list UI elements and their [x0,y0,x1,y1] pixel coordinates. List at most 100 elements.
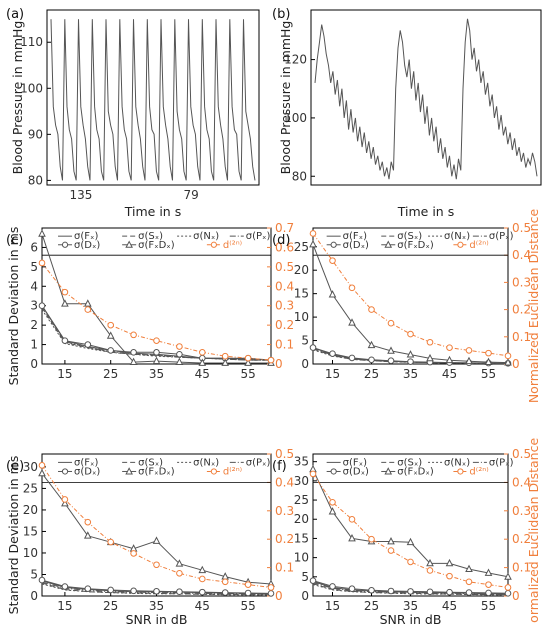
legend-marker [61,241,69,248]
data-point [329,257,336,264]
data-point [199,575,206,583]
series-7 [38,462,275,591]
left-tick-label: 5 [30,567,38,581]
series-line [312,582,509,595]
x-tick-label: 25 [103,599,118,613]
data-point [465,347,473,354]
right-tick-label: 0 [512,589,520,603]
data-point [84,585,92,592]
data-point [199,349,206,356]
data-point [176,569,183,577]
x-tick-label: 25 [364,367,379,381]
legend-entry: σ(Pₓ) [229,457,271,468]
data-point [426,588,434,596]
data-point [84,341,92,348]
data-point [61,498,69,507]
data-point [106,331,115,339]
data-point [61,496,69,503]
data-point [407,558,414,566]
legend-label: σ(Sₓ) [397,231,422,242]
legend-entry: σ(FₓDₓ) [122,466,175,477]
legend-label: σ(FₓDₓ) [397,240,434,251]
legend-label: σ(FₓDₓ) [138,466,175,477]
series-4 [312,582,509,595]
legend-label: σ(Sₓ) [138,231,163,242]
data-point [152,356,161,364]
x-tick-label: 55 [481,367,496,381]
left-tick-label: 15 [294,287,309,301]
series-line [312,584,508,596]
data-point [407,358,414,365]
legend-entry: σ(FₓDₓ) [122,240,175,251]
data-point [175,559,184,567]
y-axis-label: Blood Pressure in mmHg [278,21,293,175]
series-5 [38,576,275,597]
left-tick-label: 20 [294,263,309,277]
legend-entry: d⁽²ⁿ⁾ [453,240,489,251]
legend-label: d⁽²ⁿ⁾ [223,466,242,477]
data-point [484,357,493,366]
data-point [504,590,512,597]
data-point [152,536,161,544]
left-tick-label: 30 [23,460,38,474]
data-point [267,356,275,364]
left-tick-label: 0 [301,357,309,371]
legend-entry: d⁽²ⁿ⁾ [206,466,242,477]
y-axis-label: Blood Pressure in mmHg [10,21,25,175]
data-point [329,350,336,357]
left-tick-label: 10 [294,310,309,324]
legend-entry: σ(Pₓ) [229,231,270,242]
data-point [504,358,512,366]
y-tick-label: 80 [28,173,43,187]
data-point [328,507,337,515]
series-line [312,473,509,588]
data-point [176,350,183,358]
y-tick-label: 120 [284,53,307,67]
right-tick-label: 0.3 [512,275,531,289]
series-6 [309,239,512,366]
left-tick-label: 0 [30,589,38,603]
legend-entry: σ(Fₓ) [58,457,98,468]
legend-label: d⁽²ⁿ⁾ [469,240,488,251]
data-point [130,349,137,356]
data-point [244,589,252,597]
data-point [198,358,207,366]
x-tick-label: 45 [442,599,457,613]
data-point [61,288,69,296]
left-tick-label: 15 [23,524,38,538]
legend-label: σ(Sₓ) [138,457,163,468]
y-tick-label: 90 [28,127,43,141]
legend-entry: σ(Nₓ) [428,457,470,468]
left-tick-label: 30 [294,474,309,488]
y-tick-label: 110 [20,35,43,49]
series-line [41,262,272,361]
legend-label: σ(Pₓ) [246,457,271,468]
data-point [153,561,160,569]
data-point [485,349,492,357]
data-point [407,588,414,595]
legend-entry: σ(Dₓ) [326,240,369,251]
data-point [130,331,137,339]
legend-label: σ(Fₓ) [74,231,98,242]
legend-marker [210,241,217,248]
left-tick-label: 5 [301,334,309,348]
legend-label: σ(Nₓ) [193,231,219,242]
data-point [387,357,395,365]
right-tick-label: 0.1 [512,561,531,575]
data-point [198,565,207,574]
data-point [309,470,317,478]
data-point [445,558,454,567]
data-point [426,558,434,567]
panel-label: (b) [272,7,290,22]
data-point [153,337,160,344]
data-point [367,340,376,349]
data-point [387,319,395,327]
x-tick-label: 15 [57,599,72,613]
data-point [465,356,473,365]
series-line [312,233,509,357]
series-6 [38,468,275,587]
data-point [244,354,252,362]
legend-entry: σ(FₓDₓ) [381,240,434,251]
legend-label: σ(Nₓ) [444,231,470,242]
